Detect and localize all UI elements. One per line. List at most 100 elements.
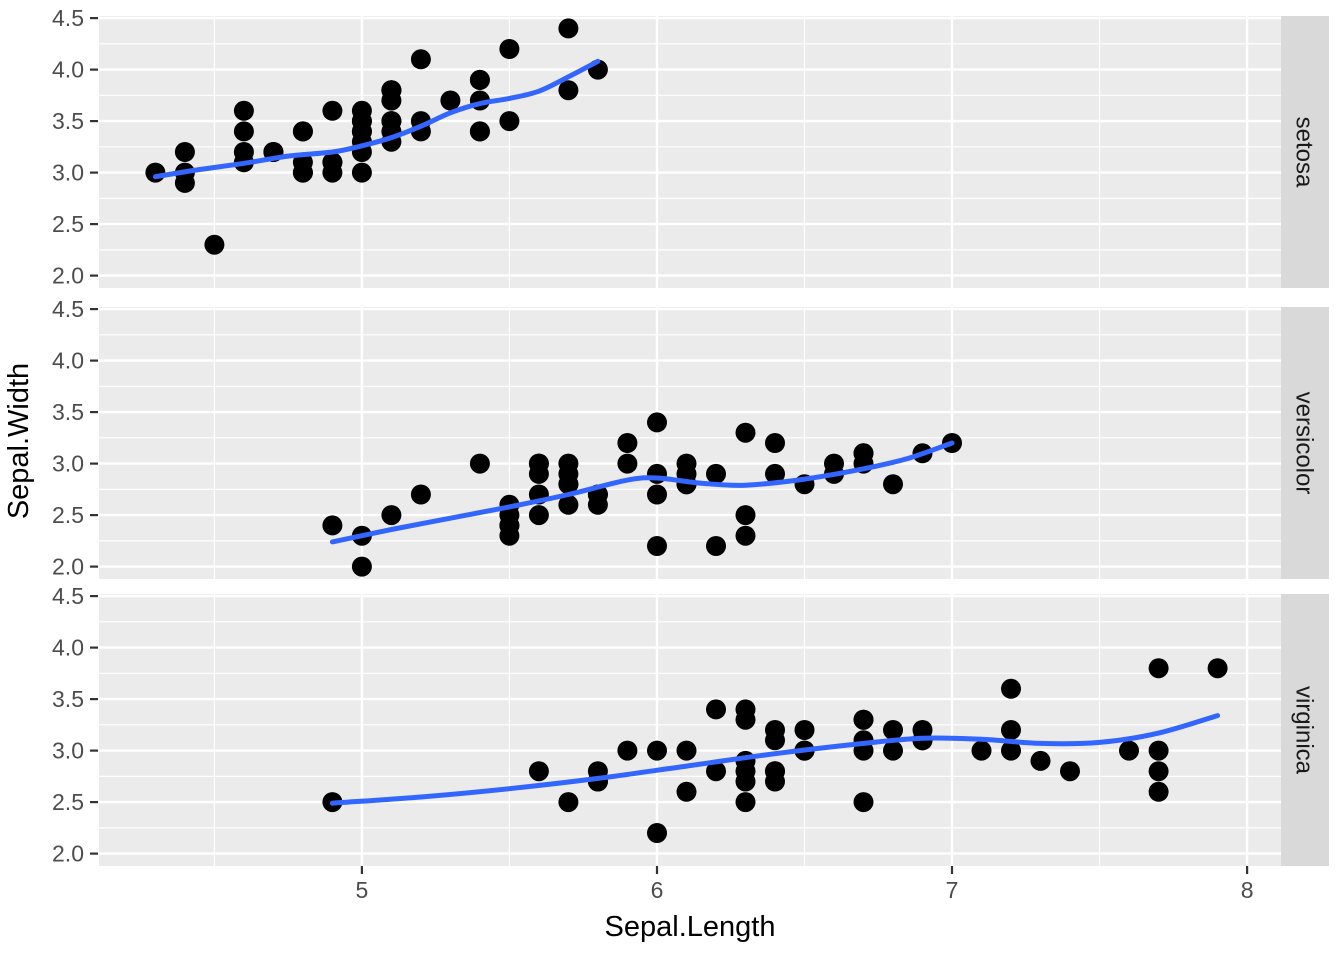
y-axis-versicolor: 2.0 2.5 3.0 3.5 4.0 4.5 xyxy=(52,296,98,580)
data-point xyxy=(883,474,903,495)
data-point xyxy=(765,463,785,484)
data-point xyxy=(469,121,490,142)
data-point xyxy=(204,234,225,255)
data-point xyxy=(735,699,756,720)
facet-strip xyxy=(1281,16,1329,288)
x-tick-label: 5 xyxy=(356,877,369,903)
data-point xyxy=(735,792,756,813)
data-point xyxy=(735,422,756,443)
data-point xyxy=(765,730,785,751)
data-point xyxy=(233,100,254,121)
data-point xyxy=(558,80,579,101)
data-point xyxy=(469,453,490,474)
data-point xyxy=(351,556,372,577)
data-point xyxy=(499,111,520,132)
data-point xyxy=(322,100,343,121)
data-point xyxy=(647,484,667,505)
facet-versicolor: versicolor xyxy=(99,307,1329,579)
axes: 2.02.53.03.54.04.52.02.53.03.54.04.52.02… xyxy=(52,5,1253,903)
data-point xyxy=(410,49,431,70)
points xyxy=(145,18,608,255)
y-tick-label: 4.5 xyxy=(52,5,84,31)
data-point xyxy=(765,433,785,453)
y-tick-label: 2.5 xyxy=(52,502,84,528)
data-point xyxy=(174,142,195,162)
points xyxy=(322,658,1228,843)
data-point xyxy=(647,412,667,433)
y-axis-virginica: 2.0 2.5 3.0 3.5 4.0 4.5 xyxy=(52,583,98,867)
facet-strip xyxy=(1281,594,1329,866)
data-point xyxy=(735,525,756,546)
points xyxy=(322,412,962,577)
data-point xyxy=(351,111,372,132)
data-point xyxy=(617,740,638,761)
data-point xyxy=(1119,740,1139,761)
panel-background xyxy=(99,16,1281,288)
data-point xyxy=(676,453,697,474)
data-point xyxy=(676,781,697,802)
y-axis-title: Sepal.Width xyxy=(3,363,35,519)
data-point xyxy=(706,536,726,556)
data-point xyxy=(381,80,402,101)
data-point xyxy=(292,121,313,142)
data-point xyxy=(617,433,638,453)
data-point xyxy=(558,494,579,515)
x-axis-title: Sepal.Length xyxy=(605,911,776,943)
data-point xyxy=(558,18,579,39)
data-point xyxy=(528,505,549,526)
x-tick-label: 6 xyxy=(651,877,664,903)
data-point xyxy=(1148,658,1169,679)
y-tick-label: 2.5 xyxy=(52,789,84,815)
data-point xyxy=(1060,761,1080,782)
data-point xyxy=(853,443,874,464)
y-tick-label: 2.5 xyxy=(52,211,84,237)
data-point xyxy=(440,90,461,111)
panel-background xyxy=(99,307,1281,579)
y-tick-label: 4.0 xyxy=(52,57,84,83)
data-point xyxy=(706,463,726,484)
data-point xyxy=(410,484,431,505)
data-point xyxy=(499,39,520,59)
data-point xyxy=(824,453,844,474)
data-point xyxy=(145,162,166,183)
y-tick-label: 3.5 xyxy=(52,686,84,712)
data-point xyxy=(233,142,254,162)
data-point xyxy=(1148,740,1169,761)
data-point xyxy=(971,740,992,761)
data-point xyxy=(1207,658,1228,679)
smooth-line xyxy=(152,58,601,180)
data-point xyxy=(853,792,874,813)
data-point xyxy=(883,720,903,740)
data-point xyxy=(558,792,579,813)
y-tick-label: 3.0 xyxy=(52,451,84,477)
data-point xyxy=(647,536,667,556)
data-point xyxy=(1148,781,1169,802)
facet-strip-label: setosa xyxy=(1291,117,1318,188)
data-point xyxy=(647,823,667,843)
data-point xyxy=(706,699,726,720)
data-point xyxy=(1001,740,1021,761)
data-point xyxy=(647,740,667,761)
y-tick-label: 3.0 xyxy=(52,738,84,764)
y-tick-label: 3.5 xyxy=(52,108,84,134)
x-tick-label: 8 xyxy=(1241,877,1254,903)
data-point xyxy=(381,505,402,526)
y-tick-label: 3.0 xyxy=(52,160,84,186)
data-point xyxy=(558,474,579,495)
smooth-line xyxy=(329,713,1221,806)
facet-setosa: setosa xyxy=(99,16,1329,288)
data-point xyxy=(765,761,785,782)
data-point xyxy=(1148,761,1169,782)
facet-strip-label: virginica xyxy=(1291,686,1318,775)
data-point xyxy=(1001,720,1021,740)
data-point xyxy=(351,162,372,183)
y-axis-setosa: 2.0 2.5 3.0 3.5 4.0 4.5 xyxy=(52,5,98,289)
y-tick-label: 2.0 xyxy=(52,554,84,580)
data-point xyxy=(528,453,549,474)
data-point xyxy=(322,152,343,173)
facet-virginica: virginica xyxy=(99,594,1329,866)
data-point xyxy=(676,740,697,761)
y-tick-label: 2.0 xyxy=(52,841,84,867)
